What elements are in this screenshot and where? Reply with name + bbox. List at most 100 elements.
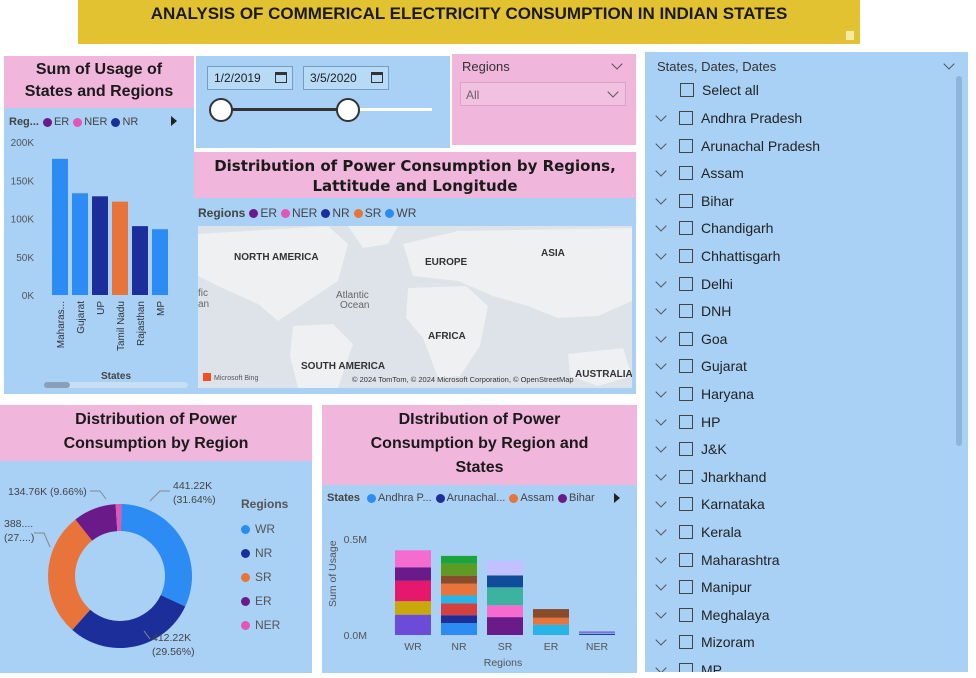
state-option[interactable]: Assam — [655, 162, 744, 184]
state-option[interactable]: Chhattisgarh — [655, 245, 780, 267]
expand-chevron-icon[interactable] — [655, 303, 667, 315]
stacked-segment[interactable] — [533, 624, 569, 635]
calendar-icon[interactable] — [275, 72, 287, 83]
donut-slice[interactable] — [47, 519, 93, 630]
donut-slice[interactable] — [115, 504, 122, 532]
checkbox[interactable] — [679, 166, 693, 181]
checkbox[interactable] — [679, 580, 693, 595]
checkbox[interactable] — [679, 635, 693, 650]
expand-chevron-icon[interactable] — [655, 524, 667, 536]
expand-chevron-icon[interactable] — [655, 441, 667, 453]
expand-chevron-icon[interactable] — [655, 137, 667, 150]
checkbox[interactable] — [679, 138, 693, 153]
checkbox[interactable] — [679, 359, 693, 374]
checkbox[interactable] — [679, 111, 693, 125]
checkbox[interactable] — [679, 497, 693, 512]
state-option[interactable]: Meghalaya — [655, 604, 770, 626]
stacked-segment[interactable] — [441, 575, 477, 584]
donut-slice[interactable] — [120, 504, 193, 607]
collapse-chevron-icon[interactable] — [611, 58, 623, 70]
expand-chevron-icon[interactable] — [655, 165, 667, 177]
stacked-segment[interactable] — [487, 560, 523, 576]
state-option[interactable]: Bihar — [655, 190, 734, 212]
state-option[interactable]: Delhi — [655, 273, 733, 295]
state-option[interactable]: Jharkhand — [655, 466, 766, 488]
chevron-down-icon[interactable] — [607, 86, 619, 98]
checkbox[interactable] — [679, 304, 693, 319]
bar[interactable] — [52, 158, 68, 295]
expand-chevron-icon[interactable] — [655, 607, 667, 619]
stacked-segment[interactable] — [395, 550, 431, 568]
expand-chevron-icon[interactable] — [655, 110, 667, 122]
state-option[interactable]: HP — [655, 411, 720, 433]
stacked-segment[interactable] — [441, 623, 477, 635]
checkbox[interactable] — [679, 276, 693, 291]
calendar-icon[interactable] — [371, 72, 383, 83]
stacked-segment[interactable] — [441, 615, 477, 624]
stacked-segment[interactable] — [441, 595, 477, 604]
expand-chevron-icon[interactable] — [655, 248, 667, 260]
checkbox[interactable] — [679, 552, 693, 567]
state-option[interactable]: MP — [655, 659, 722, 672]
end-date-input[interactable]: 3/5/2020 — [303, 66, 389, 90]
date-range-start-handle[interactable] — [209, 98, 233, 122]
checkbox[interactable] — [680, 83, 694, 97]
stacked-segment[interactable] — [395, 580, 431, 602]
expand-chevron-icon[interactable] — [655, 386, 667, 398]
expand-chevron-icon[interactable] — [655, 469, 667, 481]
expand-chevron-icon[interactable] — [655, 496, 667, 509]
stacked-segment[interactable] — [487, 605, 523, 618]
expand-chevron-icon[interactable] — [655, 551, 667, 564]
bar[interactable] — [112, 201, 128, 295]
checkbox[interactable] — [679, 414, 693, 429]
legend-next-arrow[interactable] — [171, 116, 177, 126]
state-option[interactable]: Chandigarh — [655, 217, 773, 239]
state-option[interactable]: Andhra Pradesh — [655, 107, 802, 129]
checkbox[interactable] — [679, 663, 693, 672]
checkbox[interactable] — [679, 469, 693, 484]
state-option[interactable]: DNH — [655, 300, 731, 322]
state-option[interactable]: Arunachal Pradesh — [655, 135, 820, 157]
stacked-segment[interactable] — [579, 632, 615, 634]
stacked-segment[interactable] — [395, 601, 431, 615]
bar[interactable] — [72, 193, 88, 295]
world-map[interactable]: NORTH AMERICA EUROPE ASIA Atlantic Ocean… — [198, 226, 632, 388]
stacked-segment[interactable] — [579, 633, 615, 635]
usage-bar-chart-panel[interactable]: Sum of Usage of States and Regions Reg..… — [4, 56, 194, 394]
state-option[interactable]: Kerala — [655, 521, 741, 543]
stacked-chart-panel[interactable]: DIstribution of Power Consumption by Reg… — [322, 405, 637, 673]
stacked-segment[interactable] — [441, 583, 477, 596]
donut-slice[interactable] — [75, 504, 118, 541]
checkbox[interactable] — [679, 525, 693, 539]
expand-chevron-icon[interactable] — [655, 275, 667, 288]
state-option[interactable]: Gujarat — [655, 355, 747, 377]
state-option[interactable]: Mizoram — [655, 631, 755, 653]
expand-chevron-icon[interactable] — [655, 331, 667, 343]
checkbox[interactable] — [679, 442, 693, 457]
state-option[interactable]: Goa — [655, 328, 727, 350]
stacked-segment[interactable] — [441, 563, 477, 576]
checkbox[interactable] — [679, 387, 693, 401]
stacked-segment[interactable] — [395, 614, 431, 635]
stacked-segment[interactable] — [487, 575, 523, 588]
state-option[interactable]: Manipur — [655, 576, 752, 598]
state-option[interactable]: Haryana — [655, 383, 754, 405]
bar[interactable] — [132, 226, 148, 295]
stacked-segment[interactable] — [533, 609, 569, 618]
stacked-segment[interactable] — [533, 617, 569, 625]
bar[interactable] — [92, 196, 108, 295]
state-option[interactable]: Karnataka — [655, 493, 765, 515]
date-range-end-handle[interactable] — [336, 98, 360, 122]
usage-chart-scrollbar[interactable] — [44, 382, 188, 388]
state-option[interactable]: J&K — [655, 438, 727, 460]
expand-chevron-icon[interactable] — [655, 662, 667, 672]
start-date-input[interactable]: 1/2/2019 — [207, 66, 293, 90]
stacked-segment[interactable] — [441, 555, 477, 564]
stacked-segment[interactable] — [441, 603, 477, 616]
expand-chevron-icon[interactable] — [655, 579, 667, 591]
regions-dropdown[interactable]: All — [460, 82, 626, 106]
checkbox[interactable] — [679, 331, 693, 346]
slicer-scroll-thumb[interactable] — [956, 76, 962, 446]
expand-chevron-icon[interactable] — [655, 634, 667, 647]
stacked-segment[interactable] — [487, 617, 523, 635]
